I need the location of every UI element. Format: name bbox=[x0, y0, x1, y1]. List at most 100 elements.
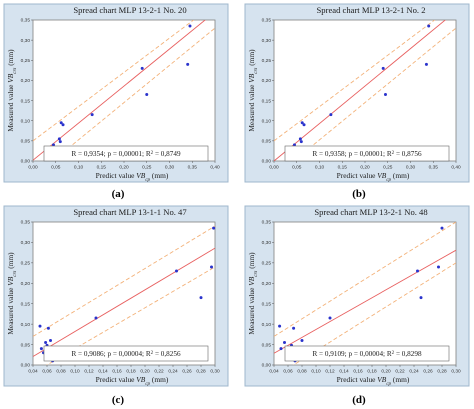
x-tick-label: 0,14 bbox=[339, 369, 349, 375]
y-axis-label-var: VB bbox=[247, 276, 256, 286]
x-tick-label: 0,05 bbox=[51, 165, 61, 171]
panel-label: (c) bbox=[112, 394, 125, 406]
data-point bbox=[300, 338, 304, 342]
data-point bbox=[58, 140, 62, 144]
data-point bbox=[283, 341, 286, 345]
y-tick-label: 0,35 bbox=[262, 18, 272, 24]
data-point bbox=[416, 269, 419, 273]
data-point bbox=[300, 121, 304, 125]
x-axis-label-sub: cp bbox=[386, 382, 391, 387]
data-point bbox=[383, 93, 387, 97]
y-axis-label-main: Measured value bbox=[247, 83, 256, 132]
data-point bbox=[199, 296, 203, 300]
stats-r2: = 0,8756 bbox=[394, 150, 422, 158]
x-tick-label: 0,05 bbox=[292, 165, 302, 171]
data-point bbox=[302, 123, 306, 127]
regression-line bbox=[274, 20, 446, 161]
plot-area bbox=[273, 19, 457, 162]
y-tick-label: 0,35 bbox=[262, 220, 272, 226]
x-tick-label: 0,25 bbox=[383, 165, 393, 171]
data-point bbox=[46, 326, 50, 330]
chart-title: Spread chart MLP 13-2-1 No. 48 bbox=[314, 207, 427, 217]
regression-line bbox=[33, 20, 206, 161]
y-tick-label: 0,05 bbox=[21, 342, 31, 348]
x-axis-label-var: VB bbox=[136, 171, 146, 180]
data-point bbox=[424, 62, 428, 66]
y-tick-label: 0,10 bbox=[21, 118, 31, 124]
x-tick-label: 0,30 bbox=[451, 369, 461, 375]
regression-line bbox=[33, 247, 215, 357]
data-point bbox=[61, 123, 65, 127]
y-axis-label-unit: (mm) bbox=[6, 252, 15, 271]
data-point bbox=[329, 113, 333, 117]
x-tick-label: 0,20 bbox=[119, 165, 129, 171]
x-tick-label: 0,00 bbox=[269, 165, 279, 171]
x-axis-label-main: Predict value bbox=[337, 171, 378, 180]
y-tick-label: 0,00 bbox=[21, 159, 31, 165]
x-axis-label-sub: cp bbox=[386, 178, 391, 183]
chart-panel-d: Spread chart MLP 13-2-1 No. 48 0,04 0,06 0,… bbox=[237, 204, 474, 408]
x-axis-label-sub: cp bbox=[145, 382, 150, 387]
x-tick-label: 0,10 bbox=[70, 369, 80, 375]
panel-label: (b) bbox=[352, 188, 366, 200]
y-axis-label-sub: crs bbox=[13, 68, 18, 74]
chart-svg-b: Spread chart MLP 13-2-1 No. 2 0,00 0,05 0,1… bbox=[244, 3, 470, 200]
x-tick-label: 0,10 bbox=[315, 165, 325, 171]
stats-r2: = 0,8749 bbox=[153, 150, 181, 158]
y-tick-label: 0,15 bbox=[262, 98, 272, 104]
y-axis-label-unit: (mm) bbox=[247, 252, 256, 271]
x-tick-label: 0,22 bbox=[395, 369, 405, 375]
data-point bbox=[381, 66, 385, 70]
x-tick-label: 0,04 bbox=[269, 369, 279, 375]
y-axis-label-main: Measured value bbox=[6, 286, 15, 335]
x-axis-label-main: Predict value bbox=[96, 375, 137, 384]
x-tick-label: 0,00 bbox=[28, 165, 38, 171]
x-tick-label: 0,10 bbox=[311, 369, 321, 375]
x-tick-label: 0,20 bbox=[360, 165, 370, 171]
data-point bbox=[59, 121, 63, 125]
data-point bbox=[292, 143, 296, 147]
data-point bbox=[212, 226, 216, 230]
y-axis-label-sub: crs bbox=[13, 271, 18, 277]
stats-r2-superscript: 2 bbox=[392, 351, 395, 356]
data-point bbox=[427, 24, 431, 28]
x-tick-label: 0,06 bbox=[42, 369, 52, 375]
panel-label: (d) bbox=[352, 394, 366, 406]
chart-title: Spread chart MLP 13-2-1 No. 20 bbox=[73, 5, 186, 15]
stats-main: R = 0,9109; p = 0,00004; R bbox=[312, 350, 391, 358]
x-tick-label: 0,25 bbox=[142, 165, 152, 171]
data-point bbox=[57, 137, 61, 141]
y-tick-label: 0,25 bbox=[21, 261, 31, 267]
x-tick-label: 0,08 bbox=[56, 369, 66, 375]
x-tick-label: 0,06 bbox=[283, 369, 293, 375]
x-tick-label: 0,20 bbox=[140, 369, 150, 375]
y-tick-label: 0,15 bbox=[262, 301, 272, 307]
stats-r2: = 0,8298 bbox=[394, 350, 422, 358]
data-point bbox=[140, 66, 144, 70]
data-point bbox=[38, 324, 42, 328]
y-tick-label: 0,05 bbox=[21, 139, 31, 145]
data-point bbox=[298, 137, 302, 141]
y-axis-label: Measured value VBcrs (mm) bbox=[247, 252, 259, 335]
stats-r2-superscript: 2 bbox=[392, 151, 395, 156]
chart-svg-c: Spread chart MLP 13-1-1 No. 47 0,04 0,06 0,… bbox=[3, 205, 229, 406]
x-tick-label: 0,30 bbox=[165, 165, 175, 171]
stats-main: R = 0,9358; p = 0,00001; R bbox=[312, 150, 391, 158]
y-axis-label-sub: crs bbox=[254, 68, 259, 74]
x-tick-label: 0,35 bbox=[188, 165, 198, 171]
chart-title: Spread chart MLP 13-1-1 No. 47 bbox=[73, 207, 187, 217]
plot-area bbox=[32, 19, 216, 162]
x-tick-label: 0,08 bbox=[297, 369, 307, 375]
x-tick-label: 0,24 bbox=[168, 369, 178, 375]
y-tick-label: 0,00 bbox=[262, 363, 272, 369]
regression-line bbox=[274, 249, 456, 354]
data-point bbox=[39, 347, 43, 351]
data-point bbox=[188, 24, 192, 28]
x-axis-label-main: Predict value bbox=[96, 171, 137, 180]
x-tick-label: 0,10 bbox=[74, 165, 84, 171]
chart-svg-a: Spread chart MLP 13-2-1 No. 20 0,00 0,05 0,… bbox=[3, 3, 229, 200]
x-tick-label: 0,16 bbox=[353, 369, 363, 375]
y-tick-label: 0,15 bbox=[21, 98, 31, 104]
chart-panel-b: Spread chart MLP 13-2-1 No. 2 0,00 0,05 0,1… bbox=[237, 0, 474, 204]
data-point bbox=[94, 316, 98, 320]
